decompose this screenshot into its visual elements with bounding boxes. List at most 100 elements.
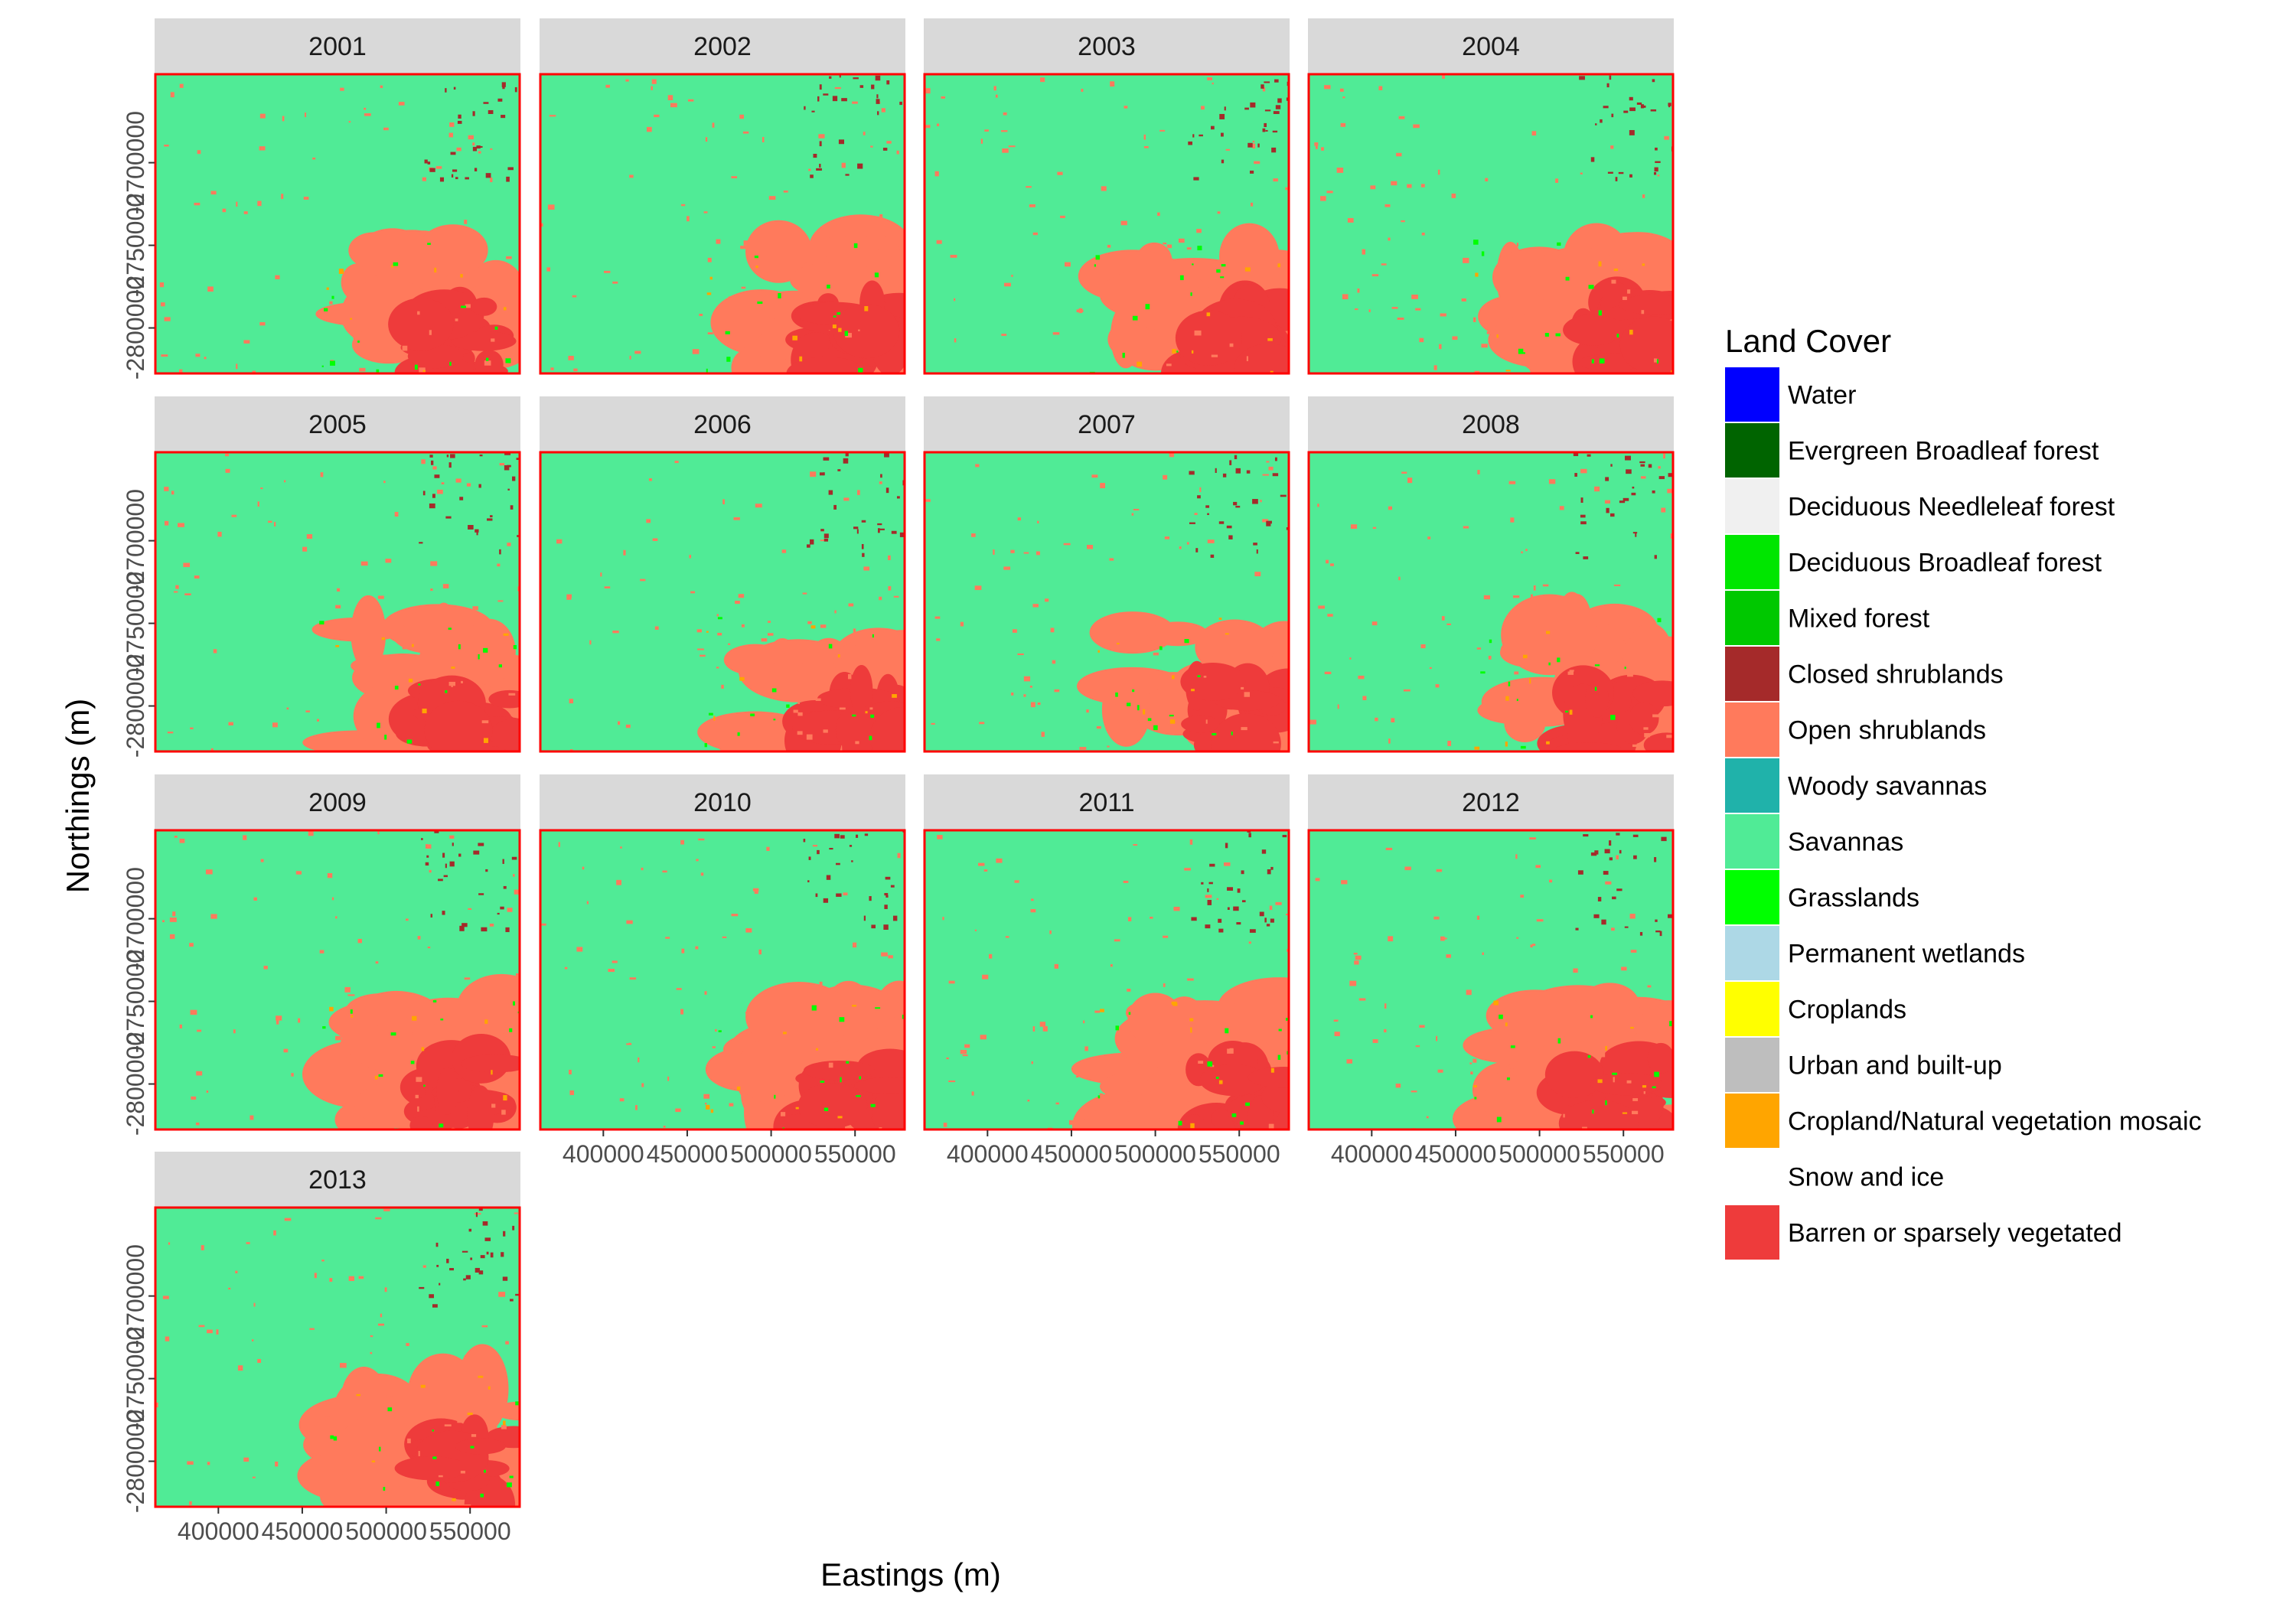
grasslands-fleck xyxy=(1565,710,1569,713)
grasslands-fleck xyxy=(323,308,328,311)
closed-shrublands-fleck xyxy=(510,505,514,510)
open-shrublands-fleck xyxy=(629,174,634,178)
open-shrublands-fleck xyxy=(455,318,458,321)
open-shrublands-fleck xyxy=(1128,347,1133,351)
grasslands-fleck xyxy=(1548,662,1551,666)
open-shrublands-fleck xyxy=(1165,1092,1171,1098)
facet-panel: 2001-2700000-2750000-2800000 xyxy=(122,18,521,380)
closed-shrublands-fleck xyxy=(1619,500,1626,504)
open-shrublands-fleck xyxy=(1217,211,1221,214)
closed-shrublands-fleck xyxy=(871,84,875,90)
grasslands-fleck xyxy=(1669,1021,1673,1027)
grasslands-fleck xyxy=(846,1061,850,1064)
closed-shrublands-fleck xyxy=(450,454,455,458)
closed-shrublands-fleck xyxy=(1652,79,1655,83)
open-shrublands-fleck xyxy=(1157,212,1160,217)
open-shrublands-fleck xyxy=(508,693,516,696)
open-shrublands-fleck xyxy=(820,624,827,628)
closed-shrublands-fleck xyxy=(823,538,829,542)
open-shrublands-fleck xyxy=(1580,172,1583,174)
open-shrublands-patch xyxy=(1599,998,1639,1039)
grasslands-fleck xyxy=(704,743,707,748)
open-shrublands-fleck xyxy=(1413,124,1420,129)
open-shrublands-fleck xyxy=(700,872,704,876)
open-shrublands-fleck xyxy=(1375,717,1378,722)
closed-shrublands-fleck xyxy=(453,86,456,90)
open-shrublands-fleck xyxy=(628,1042,631,1045)
grasslands-fleck xyxy=(376,369,380,373)
facet-strip-label: 2007 xyxy=(1078,410,1136,439)
open-shrublands-fleck xyxy=(896,150,899,155)
closed-shrublands-fleck xyxy=(478,843,484,846)
open-shrublands-fleck xyxy=(1469,1062,1473,1064)
grasslands-fleck xyxy=(838,328,842,332)
closed-shrublands-fleck xyxy=(1654,167,1658,172)
panel-border xyxy=(154,829,521,1131)
closed-shrublands-fleck xyxy=(823,457,830,461)
open-shrublands-fleck xyxy=(490,148,493,150)
legend-label: Croplands xyxy=(1788,996,1906,1025)
closed-shrublands-fleck xyxy=(472,111,475,116)
closed-shrublands-fleck xyxy=(885,895,889,898)
closed-shrublands-fleck xyxy=(497,912,500,915)
open-shrublands-fleck xyxy=(768,196,776,200)
closed-shrublands-fleck xyxy=(479,454,483,457)
open-shrublands-fleck xyxy=(863,566,869,571)
closed-shrublands-fleck xyxy=(877,523,882,526)
open-shrublands-fleck xyxy=(1355,955,1362,960)
open-shrublands-patch xyxy=(407,1353,479,1436)
open-shrublands-fleck xyxy=(1658,466,1661,469)
open-shrublands-fleck xyxy=(1107,745,1110,748)
open-shrublands-fleck xyxy=(802,592,807,595)
closed-shrublands-fleck xyxy=(851,860,853,862)
open-shrublands-fleck xyxy=(164,520,169,526)
closed-shrublands-fleck xyxy=(429,503,435,509)
open-shrublands-fleck xyxy=(1398,576,1401,581)
open-shrublands-fleck xyxy=(618,721,621,725)
open-shrublands-fleck xyxy=(1120,220,1127,226)
open-shrublands-fleck xyxy=(853,628,856,633)
closed-shrublands-fleck xyxy=(806,544,810,548)
open-shrublands-fleck xyxy=(705,1103,707,1105)
open-shrublands-fleck xyxy=(196,1071,203,1076)
land-cover-raster xyxy=(155,451,520,752)
open-shrublands-fleck xyxy=(728,643,731,645)
open-shrublands-fleck xyxy=(950,255,957,258)
land-cover-raster xyxy=(155,73,520,374)
open-shrublands-fleck xyxy=(302,546,308,552)
open-shrublands-fleck xyxy=(1269,905,1273,911)
open-shrublands-fleck xyxy=(680,839,685,845)
grasslands-fleck xyxy=(1137,361,1143,367)
open-shrublands-fleck xyxy=(1035,551,1040,556)
closed-shrublands-fleck xyxy=(490,1252,494,1258)
closed-shrublands-fleck xyxy=(1189,522,1195,524)
open-shrublands-fleck xyxy=(759,1120,762,1125)
open-shrublands-fleck xyxy=(699,313,703,317)
open-shrublands-fleck xyxy=(1463,257,1469,263)
open-shrublands-fleck xyxy=(716,667,719,669)
barren-patch xyxy=(436,1067,459,1115)
grasslands-fleck xyxy=(412,644,414,647)
closed-shrublands-fleck xyxy=(439,177,445,182)
closed-shrublands-fleck xyxy=(1632,834,1639,837)
grasslands-fleck xyxy=(778,293,781,298)
grasslands-fleck xyxy=(737,732,740,736)
open-shrublands-fleck xyxy=(1667,488,1674,494)
open-shrublands-fleck xyxy=(179,369,183,374)
closed-shrublands-fleck xyxy=(1229,460,1232,465)
open-shrublands-fleck xyxy=(687,216,690,222)
open-shrublands-fleck xyxy=(1436,1035,1438,1041)
open-shrublands-fleck xyxy=(888,585,892,591)
open-shrublands-fleck xyxy=(696,859,699,862)
grasslands-fleck xyxy=(1569,709,1573,715)
open-shrublands-fleck xyxy=(1407,478,1413,484)
open-shrublands-fleck xyxy=(696,629,702,633)
y-tick-label: -2700000 xyxy=(122,867,149,970)
open-shrublands-fleck xyxy=(784,1093,788,1096)
grasslands-fleck xyxy=(1191,350,1194,354)
open-shrublands-fleck xyxy=(1533,585,1536,591)
open-shrublands-fleck xyxy=(974,929,977,931)
closed-shrublands-fleck xyxy=(1587,454,1591,457)
closed-shrublands-fleck xyxy=(871,924,876,929)
